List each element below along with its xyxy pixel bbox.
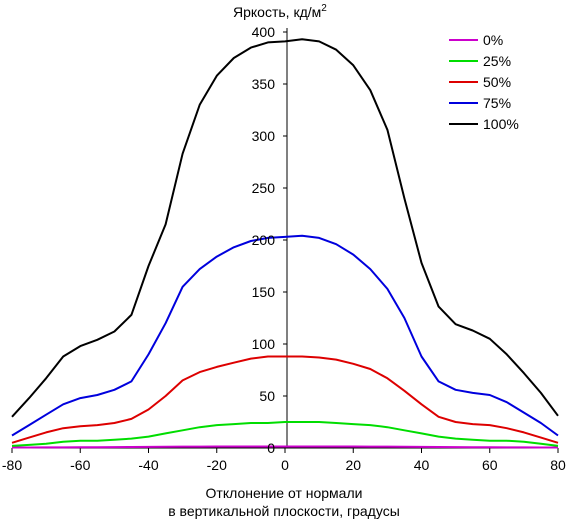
x-tick-labels: -80 -60 -40 -20 0 20 40 60 80 <box>2 457 566 473</box>
legend: 0% 25% 50% 75% 100% <box>449 32 519 132</box>
y-tick-labels: 0 50 100 150 200 250 300 350 400 <box>252 24 276 456</box>
y-tick-label: 50 <box>259 388 275 404</box>
legend-label: 100% <box>483 116 519 132</box>
x-tick-label: -20 <box>207 457 227 473</box>
x-axis-title-line1: Отклонение от нормали <box>206 485 363 501</box>
y-tick-label: 100 <box>252 336 276 352</box>
series-line-0pct <box>12 445 558 449</box>
legend-label: 0% <box>483 32 503 48</box>
x-axis-title-line2: в вертикальной плоскости, градусы <box>168 503 400 519</box>
series-line-75pct <box>11 234 559 437</box>
x-tick-label: 0 <box>281 457 289 473</box>
legend-label: 25% <box>483 53 511 69</box>
series-line-50pct <box>11 355 559 444</box>
y-tick-label: 350 <box>252 76 276 92</box>
legend-label: 50% <box>483 74 511 90</box>
y-tick-label: 300 <box>252 128 276 144</box>
chart-title-superscript: 2 <box>321 3 327 14</box>
y-tick-label: 400 <box>252 24 276 40</box>
series-line-25pct <box>11 421 559 447</box>
y-tick-label: 250 <box>252 180 276 196</box>
y-tick-label: 150 <box>252 284 276 300</box>
series-lines <box>11 38 559 449</box>
x-tick-label: 80 <box>550 457 566 473</box>
x-tick-label: 40 <box>414 457 430 473</box>
chart-title: Яркость, кд/м2 <box>233 3 327 20</box>
x-tick-label: -80 <box>2 457 22 473</box>
x-tick-label: -60 <box>70 457 90 473</box>
legend-label: 75% <box>483 95 511 111</box>
axes <box>11 28 559 453</box>
x-tick-label: 20 <box>345 457 361 473</box>
chart-title-main: Яркость, кд/м <box>233 4 321 20</box>
x-tick-label: -40 <box>138 457 158 473</box>
y-tick-label: 0 <box>267 440 275 456</box>
x-tick-label: 60 <box>482 457 498 473</box>
series-line-100pct <box>11 38 559 418</box>
y-tick-label: 200 <box>252 232 276 248</box>
